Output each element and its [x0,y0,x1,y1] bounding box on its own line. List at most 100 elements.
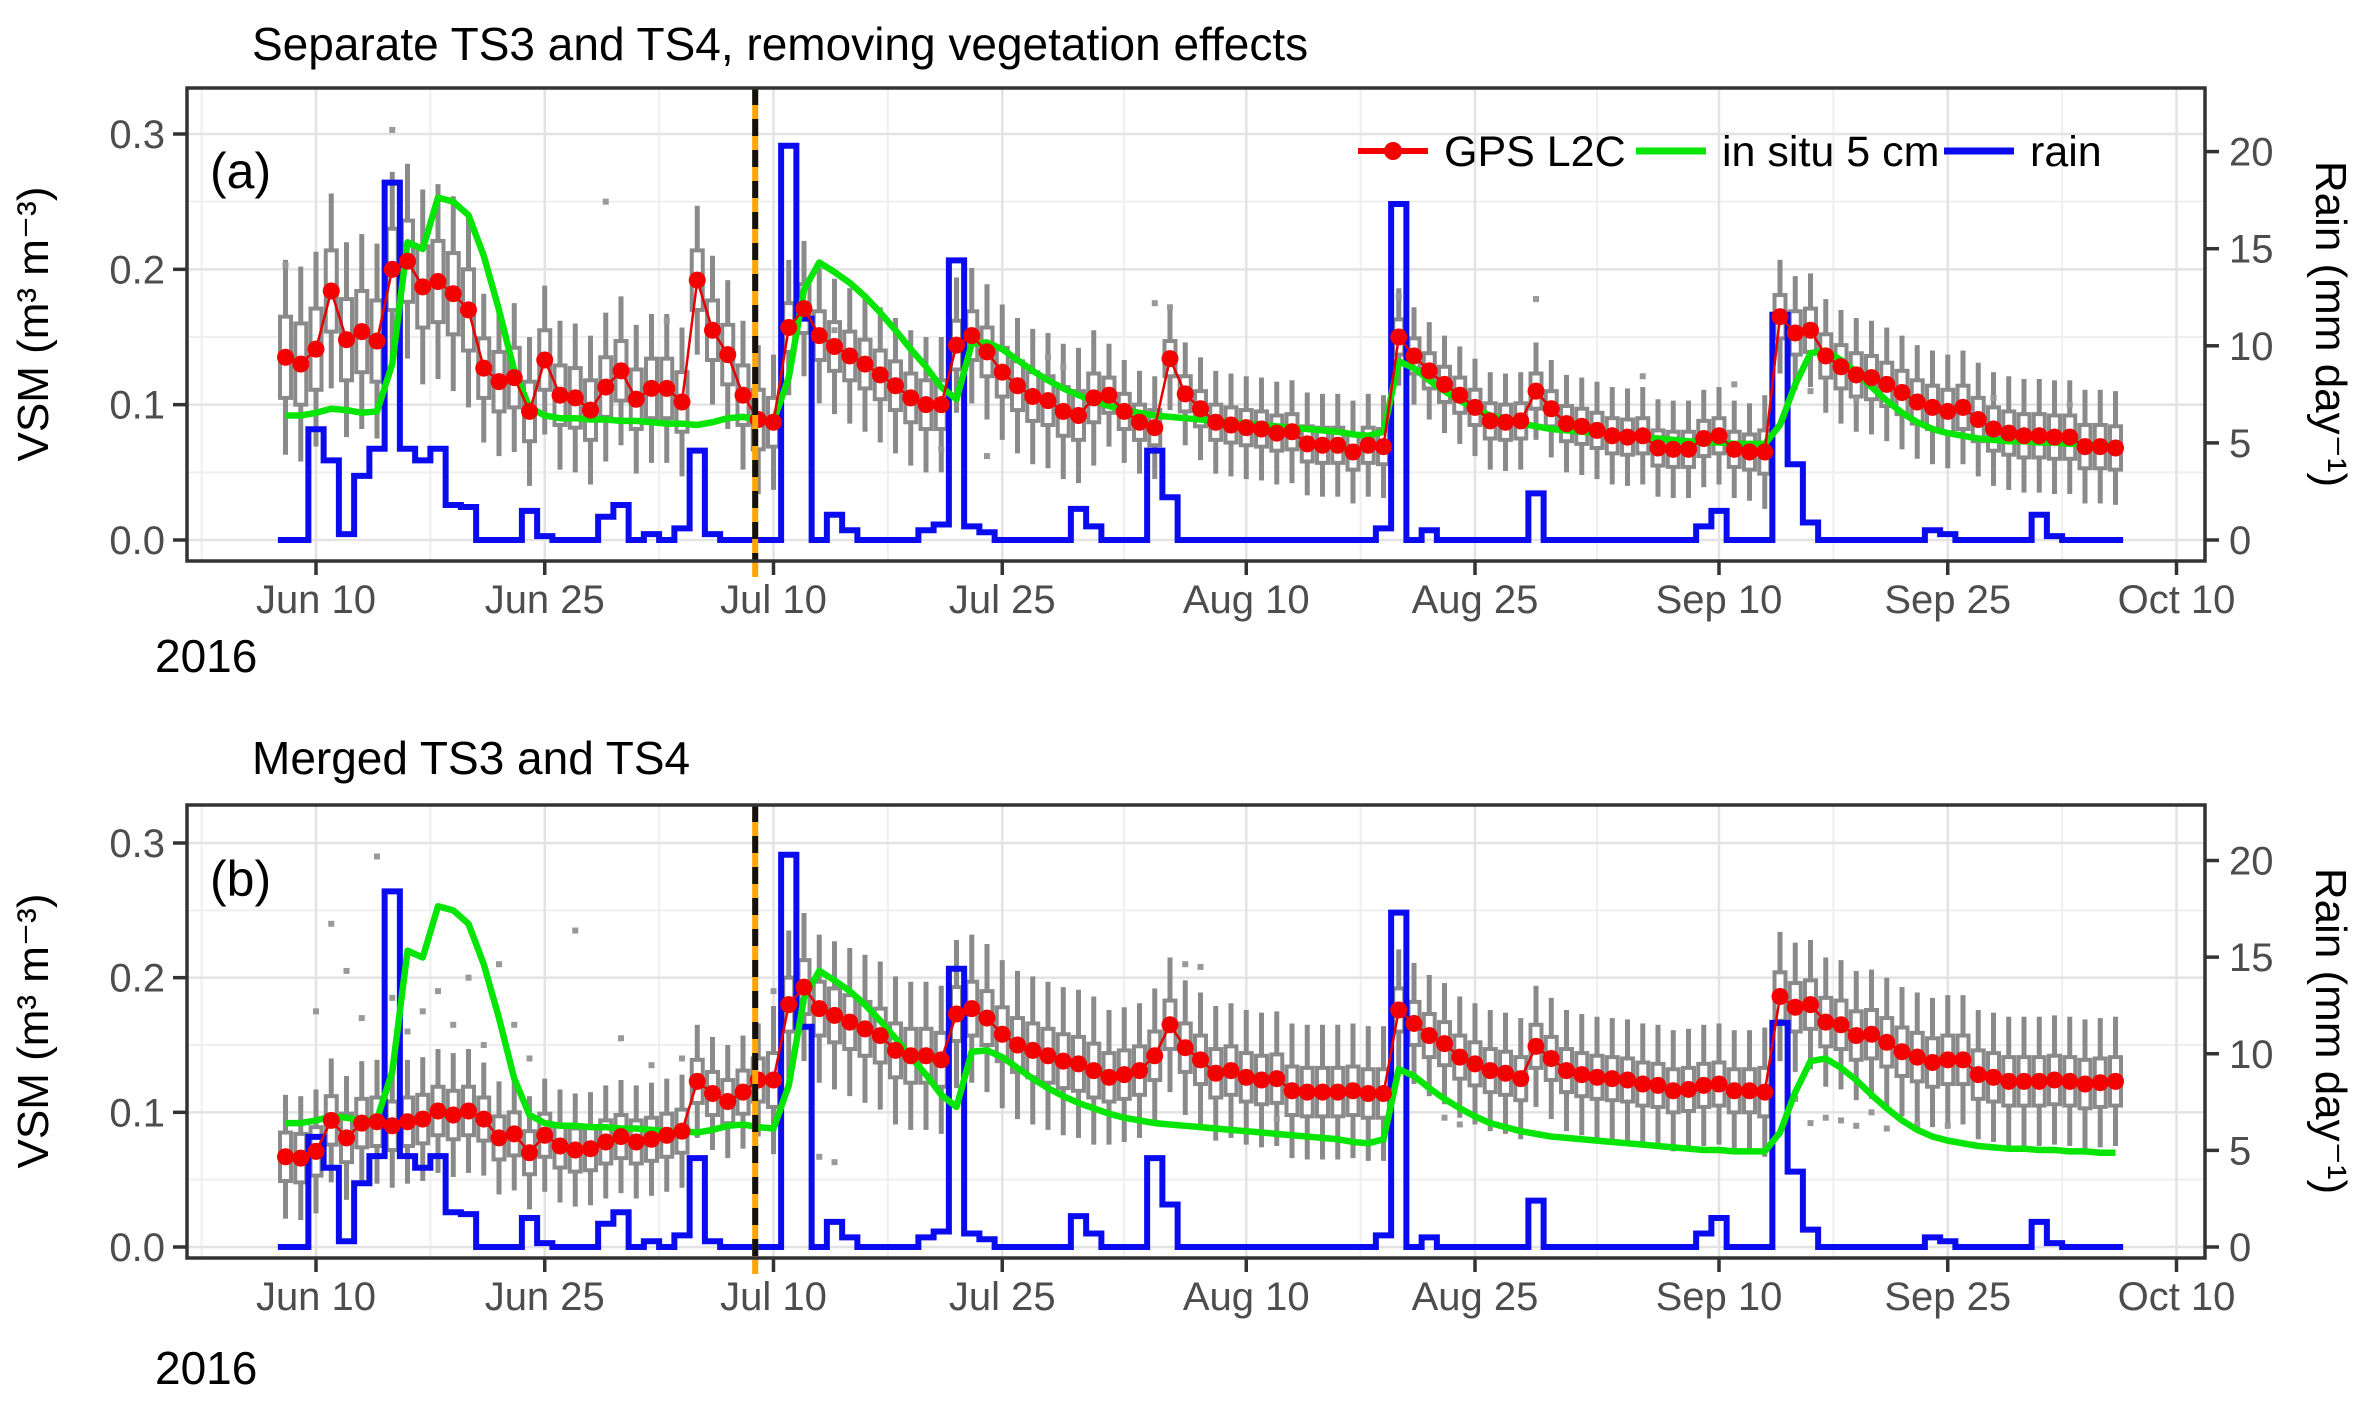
gps-point [734,386,752,404]
outlier-point [1533,296,1539,303]
gps-point [1039,1047,1057,1065]
y-left-tick-label: 0.1 [109,384,165,428]
gps-point [353,1114,371,1132]
gps-point [1420,1027,1438,1045]
gps-point [505,1125,523,1143]
panel-b-y2axis-label: Rain (mm day⁻¹) [2306,868,2355,1194]
gps-point [688,1072,706,1090]
x-tick-label: Sep 25 [1884,578,2011,622]
panel-border [185,803,2207,1260]
x-tick-label: Jun 10 [256,578,376,622]
gps-point [2000,1072,2018,1090]
gps-point [2091,1074,2109,1092]
outlier-point [1822,1114,1829,1121]
gps-point [1329,1083,1347,1101]
gps-point [2030,427,2048,445]
gps-point [963,327,981,345]
gps-point [322,282,340,300]
outlier-point [450,1021,457,1028]
gps-point [1802,996,1819,1014]
gps-point [1908,1048,1926,1066]
outlier-point [1395,293,1402,300]
gps-point [1070,1055,1087,1073]
x-tick-label: Jun 25 [485,1275,605,1319]
gps-point [2030,1072,2048,1090]
gps-point [1100,1068,1118,1086]
gps-point [1542,400,1560,418]
gps-point [1558,415,1575,433]
outlier-point [343,967,350,974]
outlier-point [1838,1117,1844,1124]
x-tick-label: Jul 25 [949,1275,1056,1319]
outlier-point [831,1159,838,1166]
x-tick-label: Aug 25 [1412,578,1539,622]
gps-point [444,1106,462,1124]
gps-point [1817,1013,1835,1031]
outlier-point [1182,961,1189,968]
panel-b-plot: 0.0 0.1 0.2 0.3 0 5 10 15 20 Jun 10 Jun 25 Jul 10 Ju… [109,803,2274,1319]
gps-point [841,1013,859,1031]
gps-point [1985,420,2002,438]
gps-point [1359,1084,1377,1102]
gps-point [1085,1062,1103,1080]
gps-point [1512,1070,1530,1088]
gps-point [322,1111,340,1129]
gps-point [1131,1062,1148,1080]
gps-point [795,978,813,996]
outlier-point [282,262,289,269]
outlier-point [1914,1121,1921,1128]
outlier-point [480,1042,487,1048]
y-right-tick-label: 15 [2229,228,2274,272]
gps-point [2061,428,2079,446]
y-left-tick-label: 0.1 [109,1091,165,1135]
gps-point [1786,324,1804,342]
gps-point [1436,1035,1453,1053]
gps-point [551,386,569,404]
gps-point [1375,1084,1392,1102]
gps-point [1497,413,1514,431]
gps-point [1115,1066,1133,1084]
gps-point [1741,443,1758,461]
gps-point [1146,419,1164,437]
gps-point [917,1047,935,1065]
outlier-point [1807,1120,1814,1127]
gps-point [383,1117,401,1135]
gps-point [1863,1025,1880,1043]
gps-point [521,1144,538,1162]
outlier-point [496,961,502,968]
gps-point [1481,1062,1499,1080]
outlier-point [1990,394,1997,401]
gps-point [1924,1054,1941,1072]
gps-point [460,301,477,319]
gps-point [1466,398,1484,416]
gps-point [627,390,645,408]
gps-point [1786,998,1804,1016]
gps-point [1344,1082,1362,1100]
outlier-point [511,1021,518,1028]
panel-a-yaxis-label: VSM (m³ m⁻³) [9,187,58,462]
gps-point [1405,347,1423,365]
legend-gps-dot-icon [1384,142,1402,160]
axis-ticks-labels: 0.0 0.1 0.2 0.3 0 5 10 15 20 Jun 10 Jun 25 Jul 10 Ju… [109,822,2273,1319]
gps-point [993,363,1011,381]
gps-point [658,379,676,397]
gps-point [1832,1016,1850,1034]
panel-a-plot: 0.0 0.1 0.2 0.3 0 5 10 15 20 Jun 10 Jun 25 Jul 10 Ju… [109,86,2274,622]
gps-point [780,319,798,337]
gps-point [963,1000,981,1018]
gps-point [1146,1047,1164,1065]
gps-point [1298,1083,1316,1101]
gps-point [1192,400,1209,418]
gps-point [399,1113,416,1131]
gps-point [1024,388,1042,406]
x-tick-label: Oct 10 [2118,1275,2236,1319]
x-tick-label: Sep 25 [1884,1275,2011,1319]
gps-point [1603,1070,1621,1088]
y-right-tick-label: 10 [2229,1033,2274,1077]
plot-area [277,851,2124,1250]
outlier-point [1731,381,1738,388]
outlier-point [435,988,441,995]
gps-point [765,413,782,431]
gps-point [719,346,737,364]
